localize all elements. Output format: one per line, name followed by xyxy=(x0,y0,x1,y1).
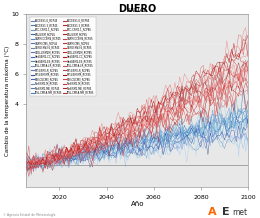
Text: © Agencia Estatal de Meteorología: © Agencia Estatal de Meteorología xyxy=(3,213,55,217)
Text: ANUAL: ANUAL xyxy=(127,8,148,13)
Y-axis label: Cambio de la temperatura máxima (°C): Cambio de la temperatura máxima (°C) xyxy=(4,46,10,156)
Text: met: met xyxy=(233,208,248,217)
Legend: ACCESS1.0_RCP45, ACCESS1.3_RCP45, BCC-CSM1.1_RCP45, BNU-ESM_RCP45, CNRM-CCSM4_RC: ACCESS1.0_RCP45, ACCESS1.3_RCP45, BCC-CS… xyxy=(30,17,96,96)
Title: DUERO: DUERO xyxy=(118,4,156,14)
X-axis label: Año: Año xyxy=(131,201,144,207)
Text: A: A xyxy=(208,207,217,217)
Text: E: E xyxy=(222,207,230,217)
